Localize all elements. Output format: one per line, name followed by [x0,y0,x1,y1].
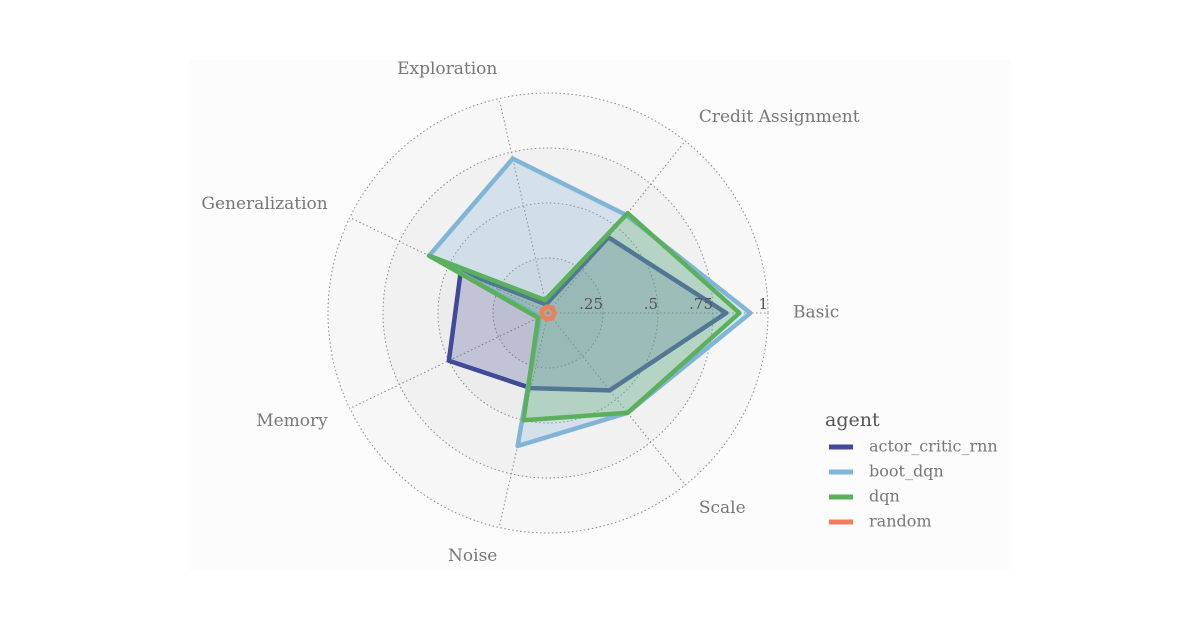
grid-ring [492,257,604,369]
axis-spoke [498,98,549,314]
legend-label: dqn [869,487,900,506]
r-tick-label: .5 [644,295,658,313]
grid-ring [437,202,659,424]
legend-label: actor_critic_rnn [869,437,998,456]
r-tick-label: .25 [579,295,603,313]
category-label: Noise [448,546,497,566]
legend-label: boot_dqn [869,462,944,481]
category-label: Basic [793,303,839,323]
legend-title: agent [825,409,880,431]
category-label: Scale [699,498,746,518]
category-label: Credit Assignment [699,107,860,127]
axis-spoke [547,140,686,314]
r-tick-label: .75 [689,295,713,313]
marks [426,156,753,449]
category-label: Generalization [201,194,327,214]
axis-spoke [547,312,686,486]
series-area [446,235,729,393]
category-label: Memory [256,411,328,431]
axis-spoke [349,217,549,314]
axis-spoke [349,312,549,409]
series-area [426,210,742,423]
grid-ring [327,92,769,534]
rings [327,92,769,534]
r-tick-label: 1 [758,295,768,313]
legend-label: random [869,512,932,531]
axis-spoke [498,312,549,528]
series-area [539,304,557,322]
category-label: Exploration [397,59,497,79]
